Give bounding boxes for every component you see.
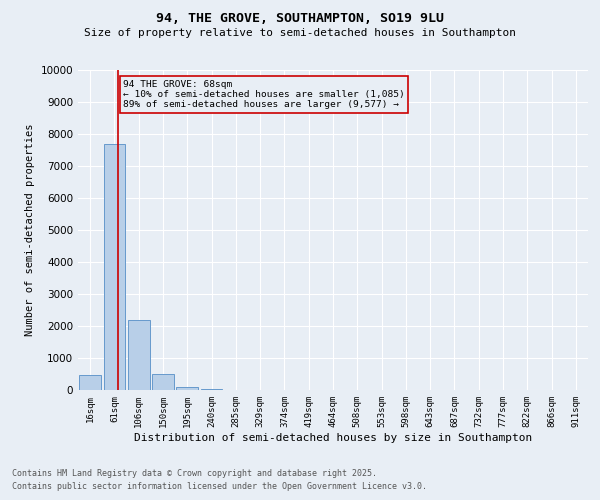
Bar: [176, 387, 198, 390]
Text: Contains public sector information licensed under the Open Government Licence v3: Contains public sector information licen…: [12, 482, 427, 491]
Bar: [104, 144, 125, 390]
Text: Size of property relative to semi-detached houses in Southampton: Size of property relative to semi-detach…: [84, 28, 516, 38]
Text: Contains HM Land Registry data © Crown copyright and database right 2025.: Contains HM Land Registry data © Crown c…: [12, 468, 377, 477]
Y-axis label: Number of semi-detached properties: Number of semi-detached properties: [25, 124, 35, 336]
Text: 94, THE GROVE, SOUTHAMPTON, SO19 9LU: 94, THE GROVE, SOUTHAMPTON, SO19 9LU: [156, 12, 444, 26]
Text: 94 THE GROVE: 68sqm
← 10% of semi-detached houses are smaller (1,085)
89% of sem: 94 THE GROVE: 68sqm ← 10% of semi-detach…: [123, 80, 405, 110]
Bar: [79, 374, 101, 390]
X-axis label: Distribution of semi-detached houses by size in Southampton: Distribution of semi-detached houses by …: [134, 432, 532, 442]
Bar: [200, 389, 223, 390]
Bar: [128, 320, 149, 390]
Bar: [152, 374, 174, 390]
